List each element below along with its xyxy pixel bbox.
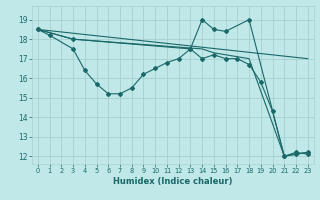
X-axis label: Humidex (Indice chaleur): Humidex (Indice chaleur) xyxy=(113,177,233,186)
